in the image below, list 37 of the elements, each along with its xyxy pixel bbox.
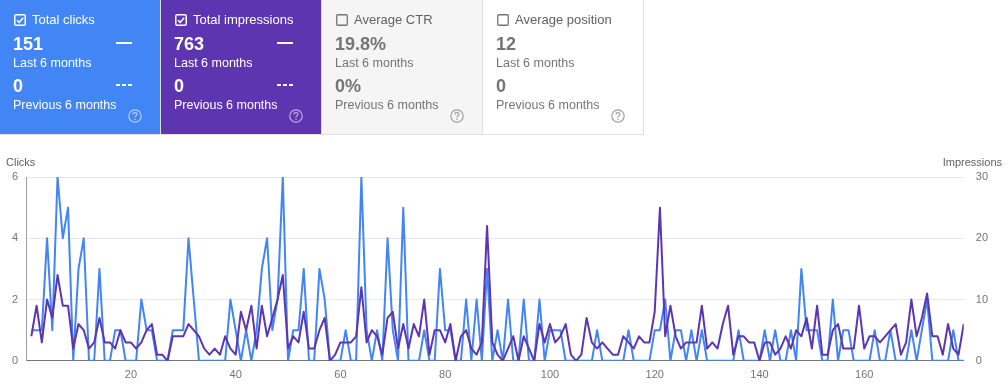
x-tick-label: 40 bbox=[229, 368, 242, 381]
y2-axis-title: Impressions bbox=[942, 155, 1003, 168]
text: 0% bbox=[335, 76, 362, 97]
text: Last 6 months bbox=[174, 56, 253, 70]
x-tick-label: 80 bbox=[439, 368, 452, 381]
text: Previous 6 months bbox=[335, 98, 439, 112]
text: Average position bbox=[515, 12, 612, 27]
y2-tick-label: 0 bbox=[975, 353, 982, 366]
x-tick-label: 160 bbox=[855, 368, 874, 381]
y2-tick-label: 30 bbox=[975, 170, 989, 183]
y-tick-label: 6 bbox=[11, 170, 19, 183]
text: Total clicks bbox=[32, 12, 95, 27]
text: Total impressions bbox=[193, 12, 294, 27]
text: 12 bbox=[496, 34, 517, 55]
text: 151 bbox=[13, 34, 44, 55]
text: 19.8% bbox=[335, 34, 387, 55]
y-axis-title: Clicks bbox=[6, 155, 36, 168]
text: Previous 6 months bbox=[13, 98, 117, 112]
text: Previous 6 months bbox=[174, 98, 278, 112]
x-tick-label: 140 bbox=[750, 368, 769, 381]
y-tick-label: 0 bbox=[11, 353, 19, 366]
text: Previous 6 months bbox=[496, 98, 600, 112]
text: Last 6 months bbox=[496, 56, 575, 70]
text: Last 6 months bbox=[13, 56, 92, 70]
x-tick-label: 60 bbox=[334, 368, 347, 381]
text: 763 bbox=[174, 34, 205, 55]
x-tick-label: 120 bbox=[645, 368, 664, 381]
text: 0 bbox=[174, 76, 185, 97]
text: Average CTR bbox=[354, 12, 433, 27]
y-tick-label: 2 bbox=[11, 292, 19, 305]
y-tick-label: 4 bbox=[11, 231, 19, 244]
x-tick-label: 20 bbox=[124, 368, 138, 381]
y2-tick-label: 10 bbox=[975, 292, 989, 305]
y2-tick-label: 20 bbox=[975, 231, 989, 244]
text: Last 6 months bbox=[335, 56, 414, 70]
x-tick-label: 100 bbox=[540, 368, 560, 381]
text: 0 bbox=[496, 76, 507, 97]
